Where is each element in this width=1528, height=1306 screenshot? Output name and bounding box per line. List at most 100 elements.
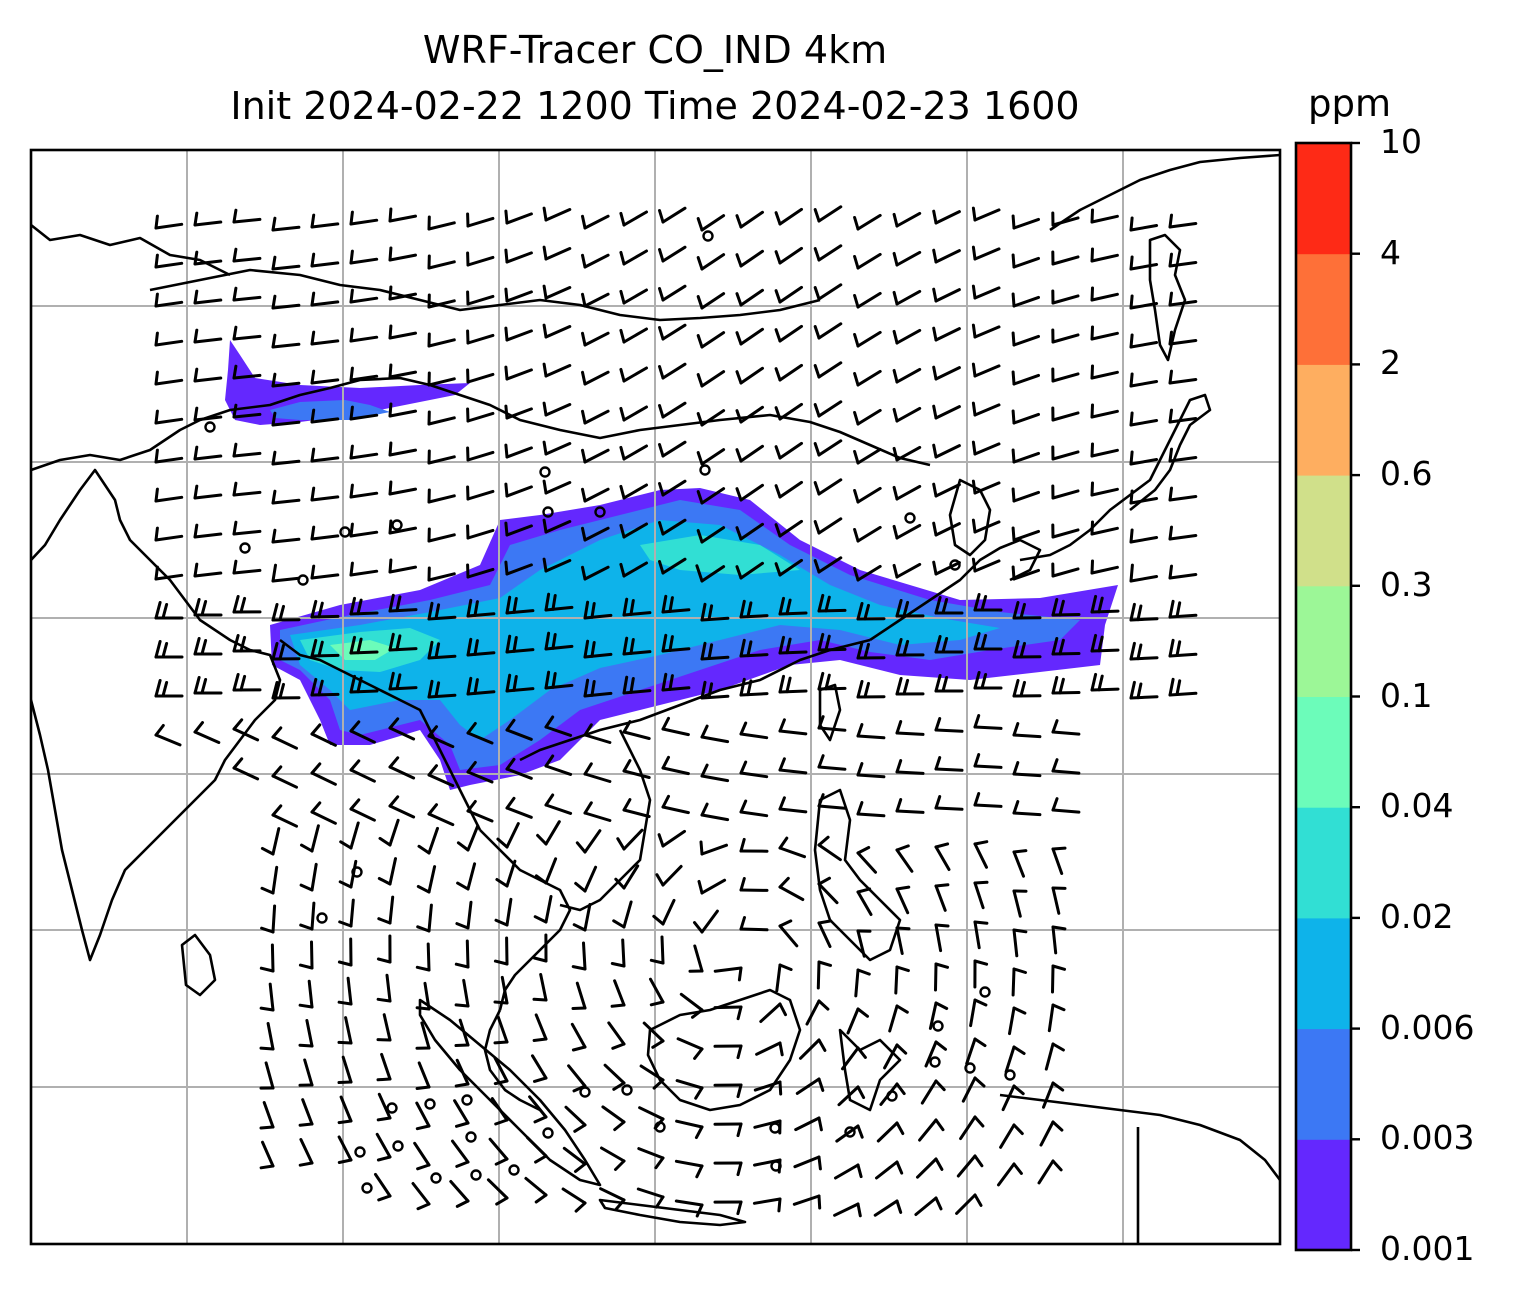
colorbar-tick-label: 0.02 [1380,896,1454,936]
wind-barb-shaft [739,653,769,658]
wind-barb-shaft [505,290,533,303]
wind-barb-flag [856,1202,862,1218]
wind-barb-shaft [794,1116,821,1132]
wind-barb-flag [1129,602,1136,622]
colorbar-tick-label: 0.001 [1380,1229,1475,1268]
wind-barb-flag [300,843,314,853]
wind-barb-shaft [544,247,572,261]
wind-barb-flag [1012,1084,1025,1096]
wind-barb-shaft [583,733,612,744]
wind-barb-shaft [505,524,533,537]
wind-barb-flag [853,333,860,348]
wind-barb-shaft [310,940,314,970]
wind-barb-flag [259,1046,275,1051]
colorbar-segment [1296,364,1351,476]
wind-barb-flag [973,792,981,807]
wind-barb-flag [895,965,910,973]
wind-barb-flag [349,674,356,694]
wind-barb-shaft [505,251,533,264]
wind-barb-shaft [661,284,687,302]
wind-barb-shaft [674,1159,704,1168]
wind-barb-shaft [544,208,572,222]
wind-barb-flag [493,1079,509,1086]
wind-barb-flag [778,1002,787,1017]
wind-barb-flag [622,798,632,812]
wind-barb-shaft [1012,217,1040,230]
wind-barb-flag [581,331,587,347]
plume-level-0.006 [290,520,1000,740]
wind-barb-flag [774,406,782,421]
wind-barb-shaft [661,727,690,737]
wind-barb-shaft [349,257,379,265]
wind-barb-shaft [534,1013,548,1041]
wind-barb-shaft [660,935,665,965]
wind-barb-flag [532,956,548,963]
wind-barb-flag [551,672,557,689]
wind-barb-flag [658,482,665,497]
wind-barb-flag [696,256,704,271]
wind-barb-shaft [310,495,340,502]
calm-wind-marker [470,1169,482,1181]
colorbar-tick-label: 0.1 [1380,675,1433,715]
wind-barb-flag [376,1077,392,1082]
wind-barb-flag [1175,640,1182,657]
wind-barb-flag [902,639,910,657]
wind-barb-shaft [1012,811,1042,817]
wind-barb-shaft [388,526,417,535]
wind-barb-flag [971,323,977,339]
wind-barb-shaft [1168,378,1198,385]
wind-barb-flag [661,755,670,770]
wind-barb-shaft [739,444,764,463]
wind-barb-shaft [426,942,431,972]
wind-barb-flag [1011,409,1016,425]
wind-barb-shaft [583,331,610,347]
wind-barb-shaft [310,862,318,892]
wind-barb-flag [892,368,899,384]
wind-barb-shaft [856,812,886,818]
wind-barb-flag [892,212,899,228]
colorbar-tick-label: 10 [1380,122,1422,161]
wind-barb-flag [932,209,938,225]
wind-barb-flag [532,1037,548,1042]
wind-barb-shaft [505,822,520,849]
wind-barb-flag [583,723,593,737]
wind-barb-flag [454,1082,470,1088]
wind-barb-flag [735,253,743,268]
wind-barb-flag [1097,596,1104,614]
wind-barb-shaft [621,938,626,968]
wind-barb-flag [232,718,244,731]
wind-barb-shaft [466,372,495,384]
wind-barb-shaft [601,1105,626,1124]
wind-barb-flag [693,1047,704,1060]
wind-barb-shaft [622,405,648,422]
wind-barb-shaft [817,921,832,948]
calm-wind-marker [465,1131,477,1143]
wind-barb-flag [455,1160,470,1168]
calm-wind-marker [964,1062,976,1074]
wind-barb-shaft [583,565,610,581]
wind-barb-flag [696,373,704,388]
wind-barb-shaft [154,573,184,581]
wind-barb-shaft [232,334,262,341]
wind-barb-flag [778,718,786,733]
wind-barb-flag [696,529,704,544]
wind-barb-shaft [583,865,598,893]
wind-barb-shaft [661,323,687,341]
wind-barb-flag [260,926,275,934]
wind-barb-flag [813,208,821,223]
wind-barb-flag [456,841,470,852]
wind-barb-flag [655,1195,665,1209]
wind-barb-shaft [955,1193,977,1215]
wind-barb-flag [973,1037,987,1048]
wind-barb-flag [813,325,821,340]
wind-barb-flag [895,798,903,813]
wind-barb-shaft [895,887,910,915]
wind-barb-flag [416,925,431,933]
wind-barb-flag [774,250,782,265]
wind-barb-shaft [271,576,301,583]
wind-barb-flag [338,920,353,928]
wind-barb-shaft [349,611,379,616]
wind-barb-shaft [817,322,843,340]
wind-barb-shaft [1037,1159,1055,1185]
